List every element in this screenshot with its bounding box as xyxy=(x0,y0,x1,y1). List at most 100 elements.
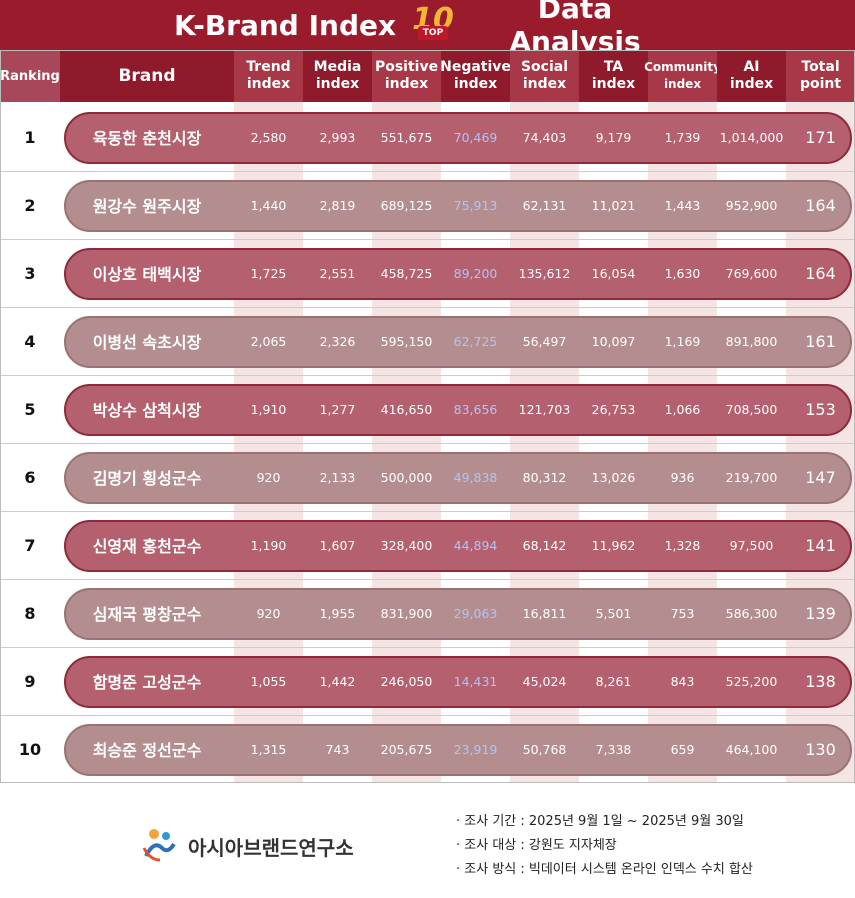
row-divider xyxy=(0,171,855,172)
cell: 89,200 xyxy=(453,265,498,281)
cell: 26,753 xyxy=(591,401,636,417)
cell: 1,055 xyxy=(250,673,287,689)
brand: 원강수 원주시장 xyxy=(92,197,202,216)
row-divider xyxy=(0,239,855,240)
row-pill xyxy=(64,248,852,300)
cell: 1,442 xyxy=(319,673,356,689)
cell: 1,739 xyxy=(664,129,701,145)
row-divider xyxy=(0,647,855,648)
rank: 3 xyxy=(24,263,36,283)
cell: 891,800 xyxy=(725,333,778,349)
header-text: index xyxy=(591,76,636,92)
total: 139 xyxy=(805,603,836,623)
header-cell: Media index xyxy=(303,50,372,102)
row-pill xyxy=(64,520,852,572)
header-text: index xyxy=(453,76,498,92)
header-text: index xyxy=(663,77,702,91)
header-cell: Trend index xyxy=(234,50,303,102)
row-divider xyxy=(0,715,855,716)
row-pill xyxy=(64,112,852,164)
cell: 2,065 xyxy=(250,333,287,349)
cell: 1,910 xyxy=(250,401,287,417)
cell: 2,993 xyxy=(319,129,356,145)
cell: 62,131 xyxy=(522,197,567,213)
cell: 2,551 xyxy=(319,265,356,281)
org-logo-icon xyxy=(142,829,176,862)
title-left: K-Brand Index xyxy=(173,8,397,42)
cell: 97,500 xyxy=(729,537,774,553)
header-text: Media xyxy=(313,59,362,75)
cell: 14,431 xyxy=(453,673,498,689)
cell: 16,054 xyxy=(591,265,636,281)
row-divider xyxy=(0,511,855,512)
row-divider xyxy=(0,307,855,308)
cell: 70,469 xyxy=(453,129,498,145)
total: 164 xyxy=(805,263,836,283)
rank: 5 xyxy=(24,399,36,419)
cell: 11,021 xyxy=(591,197,636,213)
cell: 8,261 xyxy=(595,673,632,689)
note: · 조사 대상 : 강원도 지자체장 xyxy=(456,838,617,853)
brand: 박상수 삼척시장 xyxy=(92,401,202,420)
note: · 조사 방식 : 빅데이터 시스템 온라인 인덱스 수치 합산 xyxy=(456,862,753,877)
cell: 205,675 xyxy=(380,741,433,757)
cell: 1,607 xyxy=(319,537,356,553)
cell: 1,190 xyxy=(250,537,287,553)
brand: 이병선 속초시장 xyxy=(92,333,202,352)
cell: 500,000 xyxy=(380,469,433,485)
brand: 최승준 정선군수 xyxy=(92,741,202,760)
cell: 659 xyxy=(670,741,695,757)
row-pill xyxy=(64,724,852,776)
cell: 135,612 xyxy=(518,265,571,281)
header-cell: Brand xyxy=(60,50,234,102)
cell: 1,725 xyxy=(250,265,287,281)
header-text: index xyxy=(246,76,291,92)
total: 130 xyxy=(805,739,836,759)
cell: 219,700 xyxy=(725,469,778,485)
cell: 595,150 xyxy=(380,333,433,349)
cell: 743 xyxy=(325,741,350,757)
cell: 1,014,000 xyxy=(719,129,784,145)
header-cell: Total point xyxy=(786,50,855,102)
cell: 416,650 xyxy=(380,401,433,417)
cell: 1,066 xyxy=(664,401,701,417)
header-text: Community xyxy=(644,60,721,74)
header-text: index xyxy=(729,76,774,92)
top10-badge: 10 TOP xyxy=(402,2,464,46)
cell: 121,703 xyxy=(518,401,571,417)
rank: 7 xyxy=(24,535,36,555)
row-divider xyxy=(0,579,855,580)
row-divider xyxy=(0,443,855,444)
cell: 62,725 xyxy=(453,333,498,349)
row-divider xyxy=(0,375,855,376)
title-right: Data Analysis xyxy=(509,0,641,58)
brand: 함명준 고성군수 xyxy=(92,673,202,692)
row-pill xyxy=(64,180,852,232)
header-text: Ranking xyxy=(0,68,60,84)
total: 153 xyxy=(805,399,836,419)
header-text: point xyxy=(799,76,842,92)
brand: 심재국 평창군수 xyxy=(92,605,202,624)
cell: 920 xyxy=(256,469,281,485)
brand: 신영재 홍천군수 xyxy=(92,537,202,556)
header-text: Trend xyxy=(246,59,291,75)
header-text: AI xyxy=(743,59,760,75)
cell: 843 xyxy=(670,673,695,689)
cell: 74,403 xyxy=(522,129,567,145)
cell: 68,142 xyxy=(522,537,567,553)
cell: 708,500 xyxy=(725,401,778,417)
total: 164 xyxy=(805,195,836,215)
total: 161 xyxy=(805,331,836,351)
cell: 328,400 xyxy=(380,537,433,553)
table-border xyxy=(0,50,855,783)
cell: 49,838 xyxy=(453,469,498,485)
cell: 10,097 xyxy=(591,333,636,349)
row-pill xyxy=(64,384,852,436)
cell: 1,169 xyxy=(664,333,701,349)
cell: 753 xyxy=(670,605,695,621)
cell: 13,026 xyxy=(591,469,636,485)
cell: 1,443 xyxy=(664,197,701,213)
cell: 2,326 xyxy=(319,333,356,349)
cell: 9,179 xyxy=(595,129,632,145)
